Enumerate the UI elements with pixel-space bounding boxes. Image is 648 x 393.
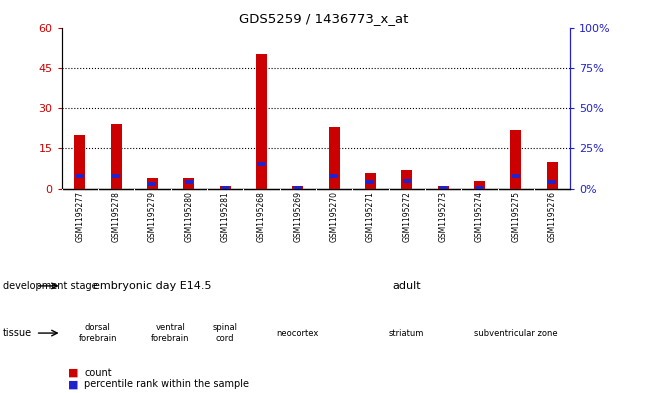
Text: neocortex: neocortex [277, 329, 319, 338]
Bar [403, 178, 411, 183]
Text: subventricular zone: subventricular zone [474, 329, 557, 338]
Text: GSM1195277: GSM1195277 [75, 191, 84, 242]
Text: GSM1195269: GSM1195269 [294, 191, 302, 242]
Text: GSM1195276: GSM1195276 [548, 191, 557, 242]
Bar [220, 186, 231, 189]
Text: adult: adult [393, 281, 421, 291]
Text: ■: ■ [68, 379, 78, 389]
Text: GSM1195281: GSM1195281 [220, 191, 229, 242]
Text: GSM1195273: GSM1195273 [439, 191, 448, 242]
Bar [221, 186, 229, 190]
Text: dorsal
forebrain: dorsal forebrain [78, 323, 117, 343]
Text: GSM1195274: GSM1195274 [475, 191, 484, 242]
Text: GDS5259 / 1436773_x_at: GDS5259 / 1436773_x_at [239, 12, 409, 25]
Bar [185, 180, 192, 184]
Text: ■: ■ [68, 367, 78, 378]
Bar [292, 186, 303, 189]
Bar [474, 180, 485, 189]
Text: GSM1195275: GSM1195275 [511, 191, 520, 242]
Bar [256, 54, 267, 189]
Bar [329, 127, 340, 189]
Bar [148, 182, 156, 186]
Bar [401, 170, 412, 189]
Bar [510, 130, 521, 189]
Bar [547, 162, 557, 189]
Bar [294, 186, 302, 190]
Text: spinal
cord: spinal cord [213, 323, 238, 343]
Text: GSM1195270: GSM1195270 [330, 191, 338, 242]
Bar [111, 124, 122, 189]
Text: GSM1195268: GSM1195268 [257, 191, 266, 242]
Bar [183, 178, 194, 189]
Text: GSM1195279: GSM1195279 [148, 191, 157, 242]
Bar [439, 186, 447, 190]
Bar [112, 174, 120, 178]
Text: striatum: striatum [389, 329, 424, 338]
Text: GSM1195280: GSM1195280 [184, 191, 193, 242]
Text: GSM1195278: GSM1195278 [111, 191, 121, 242]
Bar [366, 180, 375, 184]
Bar [437, 186, 448, 189]
Text: embryonic day E14.5: embryonic day E14.5 [93, 281, 212, 291]
Text: percentile rank within the sample: percentile rank within the sample [84, 379, 249, 389]
Bar [548, 180, 556, 184]
Bar [330, 174, 338, 178]
Text: development stage: development stage [3, 281, 98, 291]
Text: count: count [84, 367, 112, 378]
Text: ventral
forebrain: ventral forebrain [152, 323, 190, 343]
Text: GSM1195272: GSM1195272 [402, 191, 411, 242]
Text: GSM1195271: GSM1195271 [366, 191, 375, 242]
Text: tissue: tissue [3, 328, 32, 338]
Bar [365, 173, 376, 189]
Bar [75, 135, 85, 189]
Bar [147, 178, 158, 189]
Bar [512, 174, 520, 178]
Bar [257, 162, 266, 167]
Bar [476, 186, 483, 190]
Bar [76, 174, 84, 178]
